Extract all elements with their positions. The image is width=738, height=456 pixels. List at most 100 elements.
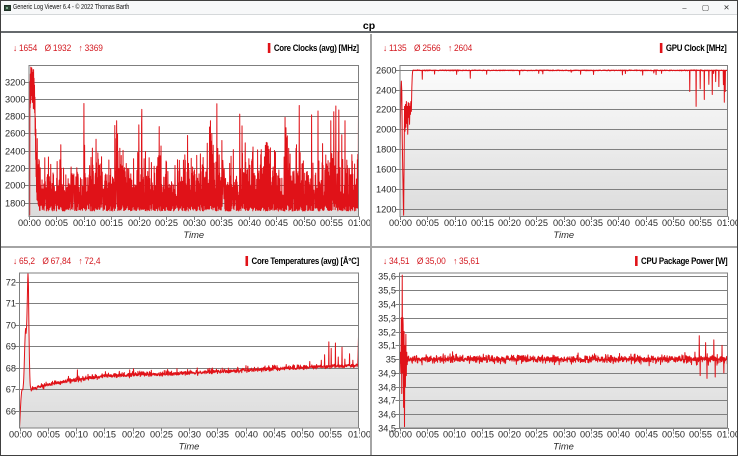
chart-title-core-temperatures: Core Temperatures (avg) [Å°C]	[251, 256, 360, 266]
chart-stats-gpu-clock: ↓ 1135 Ø 2566 ↑ 2604	[383, 43, 472, 53]
y-tick-label: 35,5	[378, 286, 396, 296]
y-tick-label: 2000	[376, 125, 396, 135]
close-button[interactable]: ✕	[723, 3, 730, 12]
stat-max-value: 35,61	[459, 256, 480, 266]
stat-avg-value: 35,00	[425, 256, 446, 266]
y-tick-label: 34,8	[378, 383, 396, 393]
y-tick-label: 35,2	[378, 328, 396, 338]
x-tick-label: 00:05	[37, 430, 60, 440]
series-line	[399, 69, 728, 216]
file-tab-strip: cp	[1, 16, 737, 33]
x-tick-label: 00:15	[471, 218, 494, 228]
y-tick-label: 3200	[5, 78, 25, 88]
y-tick-label: 2200	[5, 164, 25, 174]
chart-header-core-temperatures: ↓ 65,2 Ø 67,84 ↑ 72,4 Core Temperatures (av…	[13, 255, 359, 267]
max-arrow-icon: ↑	[448, 43, 453, 53]
window-controls: – ▢ ✕	[674, 1, 737, 15]
x-tick-label: 00:05	[416, 218, 439, 228]
x-tick-label: 00:35	[210, 218, 233, 228]
app-icon	[4, 5, 11, 11]
x-tick-label: 00:10	[444, 218, 467, 228]
y-tick-label: 72	[6, 278, 16, 288]
y-tick-label: 35,1	[378, 341, 396, 351]
x-tick-label: 00:25	[525, 430, 548, 440]
x-tick-label: 00:25	[155, 218, 178, 228]
x-tick-label: 00:50	[662, 430, 685, 440]
y-tick-label: 1400	[376, 185, 396, 195]
title-bar[interactable]: Generic Log Viewer 6.4 - © 2022 Thomas B…	[1, 1, 737, 15]
series-line	[19, 272, 359, 429]
x-tick-label: 01:00	[348, 218, 370, 228]
chart-legend-core-temperatures: Core Temperatures (avg) [Å°C]	[245, 256, 359, 266]
stat-avg-value: 67,84	[50, 256, 72, 266]
y-tick-label: 3000	[5, 95, 25, 105]
x-tick-label: 00:45	[635, 218, 658, 228]
chart-plot-core-clocks: 3200 3000 2800 2600 2400 2200 2000 1800 00:00 00:…	[5, 65, 370, 240]
chart-stats-core-clocks: ↓ 1654 Ø 1932 ↑ 3369	[13, 43, 103, 53]
x-tick-label: 00:05	[416, 430, 439, 440]
x-tick-label: 00:10	[73, 218, 96, 228]
chart-title-core-clocks: Core Clocks (avg) [MHz]	[274, 43, 359, 53]
chart-legend-gpu-clock: GPU Clock [MHz]	[660, 43, 727, 53]
chart-plot-gpu-clock: 2600 2400 2200 2000 1800 1600 1400 1200 00:00 00:…	[376, 65, 737, 240]
stat-avg-value: 2566	[422, 43, 441, 53]
chart-header-core-clocks: ↓ 1654 Ø 1932 ↑ 3369 Core Clocks (avg) [MHz…	[13, 42, 359, 54]
maximize-button[interactable]: ▢	[701, 3, 710, 12]
file-title: cp	[362, 20, 376, 32]
max-arrow-icon: ↑	[78, 256, 83, 266]
avg-symbol-icon: Ø	[414, 43, 421, 53]
window-title: Generic Log Viewer 6.4 - © 2022 Thomas B…	[13, 4, 130, 11]
y-tick-label: 35,4	[378, 300, 396, 310]
plot-border	[399, 272, 728, 429]
y-tick-label: 34,6	[378, 410, 396, 420]
x-tick-label: 00:35	[580, 218, 603, 228]
y-tick-label: 34,5	[378, 424, 396, 434]
x-tick-label: 00:25	[150, 430, 173, 440]
y-tick-label: 35,3	[378, 314, 396, 324]
min-arrow-icon: ↓	[383, 256, 388, 266]
y-tick-label: 35,6	[378, 272, 396, 282]
chart-header-cpu-package-power: ↓ 34,51 Ø 35,00 ↑ 35,61 CPU Package Power […	[383, 255, 727, 267]
x-tick-label: 00:20	[498, 218, 521, 228]
chart-title-gpu-clock: GPU Clock [MHz]	[666, 43, 727, 53]
x-tick-label: 00:30	[553, 218, 576, 228]
x-axis-title: Time	[553, 441, 574, 452]
stat-avg-value: 1932	[52, 43, 72, 53]
y-tick-label: 70	[6, 321, 16, 331]
chart-title-cpu-package-power: CPU Package Power [W]	[640, 256, 728, 266]
series-line	[28, 66, 359, 216]
y-tick-label: 2400	[5, 147, 25, 157]
y-tick-label: 1800	[376, 145, 396, 155]
chart-header-gpu-clock: ↓ 1135 Ø 2566 ↑ 2604 GPU Clock [MHz]	[383, 42, 727, 54]
legend-color-bar	[660, 43, 663, 53]
minimize-button[interactable]: –	[682, 3, 687, 12]
chart-panel-core-temperatures: ↓ 65,2 Ø 67,84 ↑ 72,4 Core Temperatures (av…	[2, 248, 370, 455]
x-tick-label: 00:55	[689, 218, 712, 228]
chart-stats-core-temperatures: ↓ 65,2 Ø 67,84 ↑ 72,4	[13, 256, 101, 266]
stat-max-value: 3369	[84, 43, 103, 53]
x-tick-label: 00:10	[65, 430, 88, 440]
x-tick-label: 00:55	[689, 430, 712, 440]
x-tick-label: 00:40	[607, 218, 630, 228]
max-arrow-icon: ↑	[78, 43, 83, 53]
stat-min-value: 1654	[18, 43, 38, 53]
y-tick-label: 1800	[5, 199, 25, 209]
series-area-fill	[399, 275, 728, 428]
x-tick-label: 00:15	[100, 218, 123, 228]
y-tick-label: 66	[6, 407, 16, 417]
series-area-fill	[19, 273, 359, 428]
max-arrow-icon: ↑	[453, 256, 458, 266]
avg-symbol-icon: Ø	[44, 43, 52, 53]
x-tick-label: 00:55	[319, 430, 342, 440]
min-arrow-icon: ↓	[13, 43, 18, 53]
plot-border	[19, 272, 359, 429]
chart-panel-core-clocks: ↓ 1654 Ø 1932 ↑ 3369 Core Clocks (avg) [MHz…	[2, 34, 370, 246]
legend-color-bar	[245, 256, 249, 266]
y-tick-label: 2800	[5, 112, 25, 122]
y-tick-label: 2600	[376, 66, 396, 76]
x-tick-label: 00:35	[580, 430, 603, 440]
series-line	[399, 274, 728, 428]
stat-min-value: 1135	[388, 43, 407, 53]
min-arrow-icon: ↓	[13, 256, 18, 266]
